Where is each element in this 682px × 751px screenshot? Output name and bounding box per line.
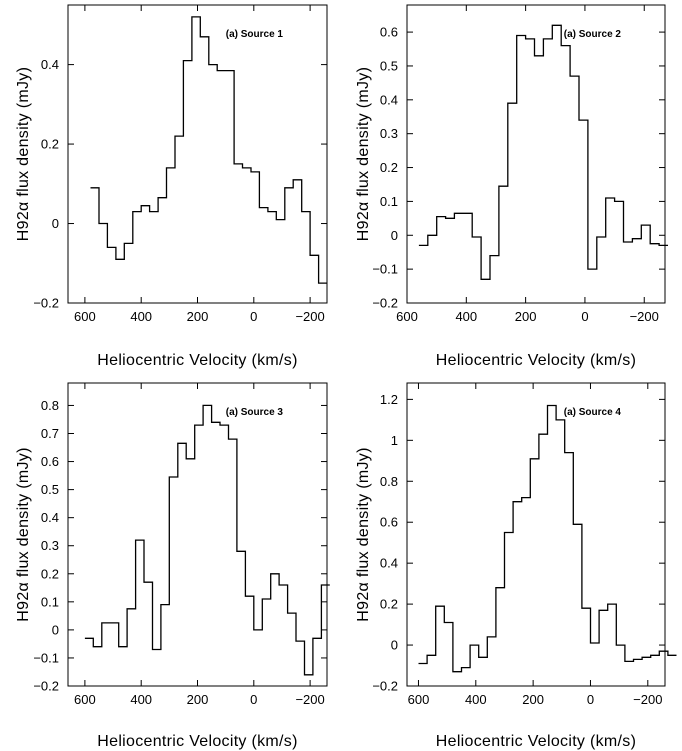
y-tick-label: 0.7 [41, 426, 59, 441]
x-tick-label: 0 [250, 309, 257, 324]
y-tick-label: 0.2 [41, 137, 59, 152]
y-tick-label: 0.5 [380, 58, 398, 73]
y-tick-label: 0 [52, 216, 59, 231]
panel-label: (a) Source 4 [564, 407, 622, 418]
y-tick-label: 0.1 [41, 594, 59, 609]
x-axis-title: Heliocentric Velocity (km/s) [97, 733, 297, 750]
y-tick-label: 1.2 [380, 392, 398, 407]
y-axis-title: H92α flux density (mJy) [15, 447, 32, 621]
spectrum-series [90, 16, 327, 284]
panel-source-2: 600 400 200 0 −200 −0.2 −0.1 0 0.1 0.2 0.3 0.4 0.5 0.… [355, 4, 668, 369]
x-tick-label: 400 [455, 309, 477, 324]
y-axis-title: H92α flux density (mJy) [15, 67, 32, 241]
y-tick-label: 0.3 [41, 538, 59, 553]
spectrum-series [418, 404, 677, 673]
y-tick-label: 0.6 [380, 25, 398, 40]
y-tick-label: 1 [391, 433, 398, 448]
x-tick-label: 400 [465, 692, 487, 707]
y-tick-label: 0.8 [380, 474, 398, 489]
y-tick-label: 0.2 [380, 160, 398, 175]
y-tick-label: −0.2 [33, 296, 59, 311]
spectrum-series [84, 404, 330, 676]
x-axis-title: Heliocentric Velocity (km/s) [97, 352, 297, 369]
plot-frame [406, 4, 666, 304]
y-tick-label: 0.1 [380, 194, 398, 209]
panel-source-4: 600 400 200 0 −200 −0.2 0 0.2 0.4 0.6 0.8 1 1.2 (a) S… [355, 382, 677, 750]
y-tick-label: −0.1 [372, 262, 398, 277]
y-tick-label: 0.3 [380, 126, 398, 141]
x-tick-label: −200 [630, 309, 659, 324]
x-axis-title: Heliocentric Velocity (km/s) [436, 352, 636, 369]
y-tick-label: −0.2 [33, 679, 59, 694]
panel-label: (a) Source 2 [564, 29, 622, 40]
y-tick-label: 0.2 [380, 597, 398, 612]
plot-frame [67, 382, 328, 687]
y-tick-label: 0 [391, 228, 398, 243]
y-tick-label: 0.4 [380, 556, 398, 571]
panel-label: (a) Source 3 [226, 407, 284, 418]
x-tick-label: 200 [187, 309, 209, 324]
plot-frame [67, 4, 328, 304]
x-tick-label: 600 [74, 309, 96, 324]
x-tick-label: 400 [130, 309, 152, 324]
x-tick-label: 600 [408, 692, 430, 707]
x-tick-label: 200 [187, 692, 209, 707]
x-tick-label: −200 [295, 309, 324, 324]
y-tick-label: −0.2 [372, 296, 398, 311]
x-tick-label: 0 [581, 309, 588, 324]
x-tick-label: −200 [633, 692, 662, 707]
panels: 600 400 200 0 −200 −0.2 0 0.2 0.4 (a) Source 1 Hel… [15, 4, 677, 750]
y-tick-label: 0.8 [41, 398, 59, 413]
y-tick-label: 0 [52, 622, 59, 637]
x-axis-title: Heliocentric Velocity (km/s) [436, 733, 636, 750]
x-tick-label: 400 [130, 692, 152, 707]
x-tick-label: 200 [522, 692, 544, 707]
y-tick-label: 0.6 [380, 515, 398, 530]
y-tick-label: 0 [391, 638, 398, 653]
panel-label: (a) Source 1 [226, 29, 284, 40]
plot-frame [406, 382, 666, 687]
y-tick-label: 0.4 [41, 510, 59, 525]
y-tick-label: −0.2 [372, 679, 398, 694]
y-tick-label: −0.1 [33, 650, 59, 665]
x-tick-label: 600 [74, 692, 96, 707]
y-tick-label: 0.4 [41, 57, 59, 72]
x-tick-label: −200 [295, 692, 324, 707]
x-tick-label: 600 [396, 309, 418, 324]
x-tick-label: 0 [250, 692, 257, 707]
x-tick-label: 0 [587, 692, 594, 707]
y-tick-label: 0.4 [380, 92, 398, 107]
spectrum-series [418, 24, 668, 280]
y-tick-label: 0.5 [41, 482, 59, 497]
x-tick-label: 200 [515, 309, 537, 324]
panel-source-3: 600 400 200 0 −200 −0.2 −0.1 0 0.1 0.2 0.3 0.4 0.5 0.… [15, 382, 330, 750]
y-axis-title: H92α flux density (mJy) [355, 67, 372, 241]
y-tick-label: 0.6 [41, 454, 59, 469]
panel-source-1: 600 400 200 0 −200 −0.2 0 0.2 0.4 (a) Source 1 Hel… [15, 4, 328, 369]
y-tick-label: 0.2 [41, 566, 59, 581]
y-axis-title: H92α flux density (mJy) [355, 447, 372, 621]
